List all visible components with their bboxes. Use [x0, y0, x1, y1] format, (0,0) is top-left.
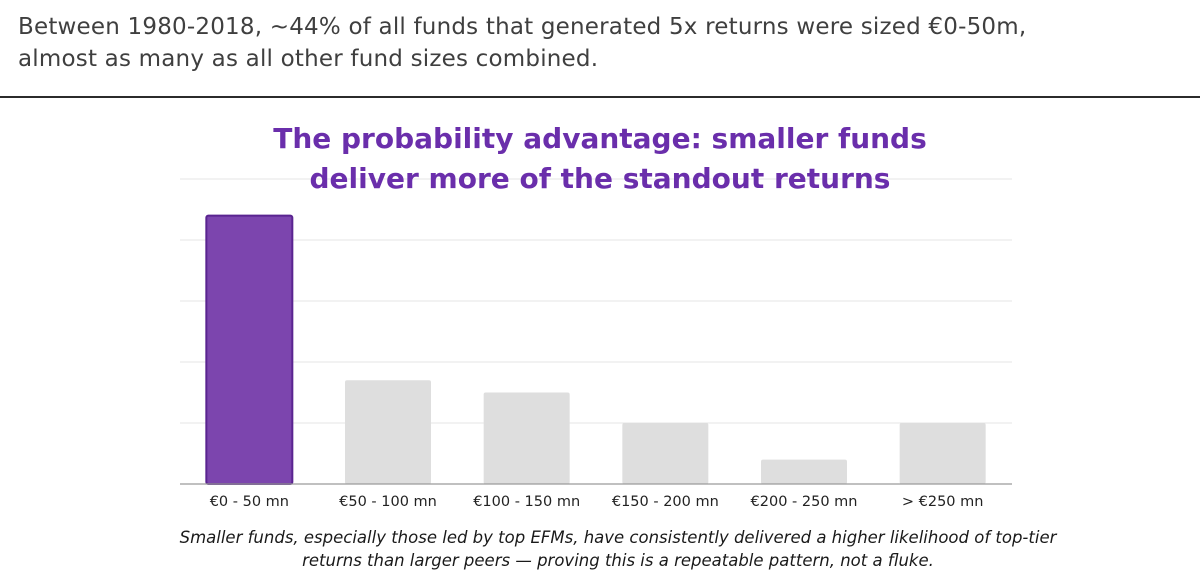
bar-chart: €0 - 50 mn €50 - 100 mn €100 - 150 mn €150 …	[0, 98, 1200, 579]
bar	[205, 214, 294, 485]
bar	[622, 423, 709, 484]
x-tick-label: €200 - 250 mn	[751, 494, 858, 510]
bar	[761, 459, 847, 484]
chart-title-line-2: deliver more of the standout returns	[309, 162, 891, 195]
x-tick-label: > €250 mn	[902, 494, 984, 510]
bar	[899, 423, 986, 484]
x-tick-label: €150 - 200 mn	[612, 494, 719, 510]
chart-canvas: €0 - 50 mn €50 - 100 mn €100 - 150 mn €150 …	[180, 178, 1012, 510]
caption-line-2: returns than larger peers — proving this…	[302, 551, 934, 570]
x-tick-label: €100 - 150 mn	[473, 494, 580, 510]
bar	[483, 392, 570, 484]
header-line-1: Between 1980-2018, ~44% of all funds tha…	[18, 14, 1027, 40]
bar	[345, 380, 431, 484]
header-line-2: almost as many as all other fund sizes c…	[18, 46, 599, 72]
header-banner: Between 1980-2018, ~44% of all funds tha…	[0, 0, 1200, 98]
chart-title-line-1: The probability advantage: smaller funds	[273, 122, 927, 155]
caption-line-1: Smaller funds, especially those led by t…	[179, 528, 1057, 547]
x-tick-label: €0 - 50 mn	[210, 494, 289, 510]
x-tick-label: €50 - 100 mn	[339, 494, 437, 510]
